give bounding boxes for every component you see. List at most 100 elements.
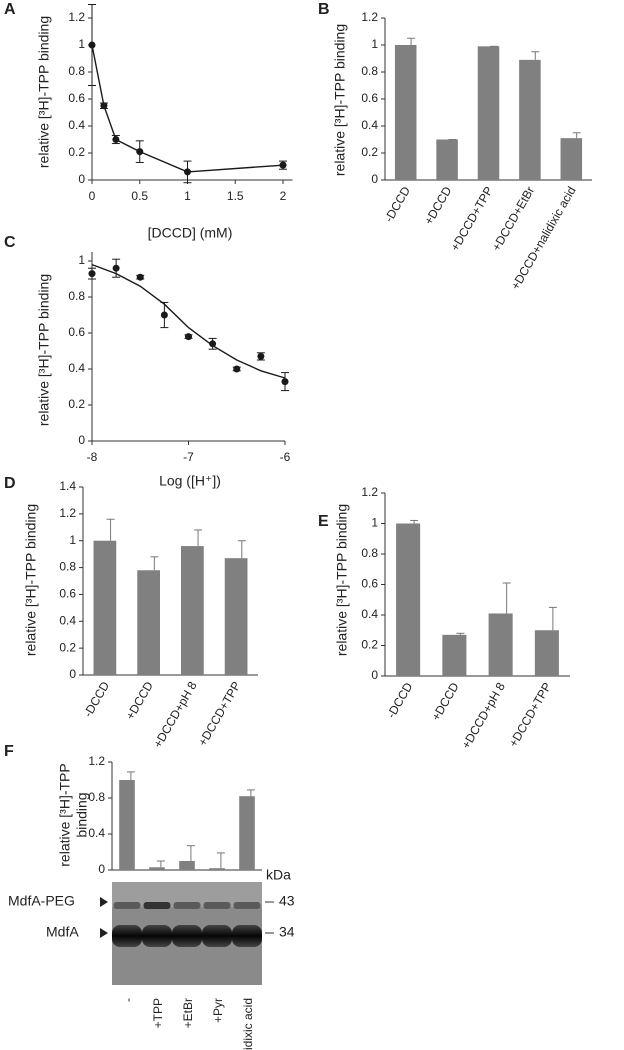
x-tick-label: +DCCD+pH 8 xyxy=(151,679,200,750)
y-tick-label: 1.4 xyxy=(59,479,76,493)
y-axis-label: relative [³H]-TPP xyxy=(57,763,73,866)
bar xyxy=(224,558,248,675)
y-tick-label: 1 xyxy=(69,533,76,547)
x-tick-label: +DCCD+TPP xyxy=(448,184,496,253)
x-axis-label: [DCCD] (mM) xyxy=(148,225,233,241)
size-unit: kDa xyxy=(266,867,291,883)
error-bar xyxy=(216,852,225,869)
y-tick-label: 0.2 xyxy=(361,638,378,652)
error-bar xyxy=(106,518,115,541)
y-tick-label: 0 xyxy=(78,433,85,447)
band-arrow xyxy=(100,897,108,907)
error-bar xyxy=(410,519,419,524)
bar xyxy=(442,634,467,676)
error-bar xyxy=(156,860,165,868)
y-tick-label: 0.6 xyxy=(68,325,85,339)
error-bar xyxy=(246,789,255,797)
x-tick-label: +Pyr xyxy=(211,998,225,1023)
data-point xyxy=(112,264,120,272)
panel-letter: A xyxy=(4,1,16,18)
data-point xyxy=(136,148,144,156)
x-tick-label: - xyxy=(121,998,135,1002)
bar xyxy=(179,861,195,870)
bar xyxy=(149,867,165,870)
data-point xyxy=(88,41,96,49)
y-tick-label: 0.6 xyxy=(59,587,76,601)
bar xyxy=(209,868,225,870)
x-tick-label: +DCCD+TPP xyxy=(506,680,554,749)
error-bar xyxy=(150,556,159,571)
y-axis-label: relative [³H]-TPP binding xyxy=(36,274,52,426)
x-tick-label: 1.5 xyxy=(227,189,244,203)
bar xyxy=(137,570,160,675)
data-point xyxy=(281,378,289,386)
x-tick-label: +DCCD xyxy=(429,680,462,723)
bar xyxy=(534,630,559,676)
error-bar xyxy=(548,606,557,631)
y-tick-label: 1 xyxy=(371,516,378,530)
y-tick-label: 0.6 xyxy=(361,91,378,105)
data-point xyxy=(100,102,108,110)
y-tick-label: 0 xyxy=(371,172,378,186)
error-bar xyxy=(531,51,540,60)
x-tick-label: 0 xyxy=(89,189,96,203)
bar xyxy=(560,138,583,180)
y-tick-label: 1.2 xyxy=(59,506,76,520)
error-bar xyxy=(502,582,511,614)
x-axis-label: Log ([H⁺]) xyxy=(159,473,221,489)
data-point xyxy=(233,365,241,373)
y-axis-label: relative [³H]-TPP binding xyxy=(332,24,348,176)
x-tick-label: -DCCD xyxy=(382,184,414,225)
y-tick-label: 1.2 xyxy=(361,485,378,499)
bar xyxy=(519,59,541,180)
x-tick-label: -DCCD xyxy=(81,679,113,720)
data-point xyxy=(136,273,144,281)
y-tick-label: 0.4 xyxy=(68,118,85,132)
panel-letter: F xyxy=(4,743,14,760)
x-tick-label: 0.5 xyxy=(131,189,148,203)
y-tick-label: 0 xyxy=(371,668,378,682)
blot-band xyxy=(172,925,202,947)
y-tick-label: 0.2 xyxy=(68,145,85,159)
y-tick-label: 0.6 xyxy=(361,577,378,591)
y-tick-label: 0.8 xyxy=(68,64,85,78)
x-tick-label: -7 xyxy=(183,450,194,464)
x-tick-label: 2 xyxy=(280,189,287,203)
bar xyxy=(239,796,255,870)
y-tick-label: 0.8 xyxy=(361,546,378,560)
y-tick-label: 0.8 xyxy=(88,790,105,804)
data-point xyxy=(88,270,96,278)
blot-band-faint xyxy=(143,902,171,909)
data-point xyxy=(184,168,191,176)
band-arrow xyxy=(100,928,108,938)
x-tick-label: +DCCD xyxy=(421,184,454,227)
y-tick-label: 1.2 xyxy=(68,10,85,24)
panel-letter: D xyxy=(4,475,16,492)
error-bar xyxy=(237,540,246,559)
blot-band-faint xyxy=(173,902,201,909)
band-label: MdfA xyxy=(46,924,79,940)
error-bar xyxy=(572,132,581,139)
bar xyxy=(477,46,500,180)
y-tick-label: 0.4 xyxy=(361,607,378,621)
blot-band xyxy=(232,925,262,947)
error-bar xyxy=(194,529,203,547)
y-tick-label: 0 xyxy=(78,172,85,186)
y-tick-label: 0.4 xyxy=(88,826,105,840)
data-line xyxy=(91,44,284,173)
y-axis-label: relative [³H]-TPP binding xyxy=(334,504,350,656)
y-tick-label: 1 xyxy=(371,37,378,51)
blot-band-faint xyxy=(113,902,141,909)
blot-band-faint xyxy=(203,902,231,909)
data-point xyxy=(112,136,120,143)
data-point xyxy=(257,352,265,360)
y-tick-label: 0.2 xyxy=(59,640,76,654)
data-point xyxy=(160,311,168,319)
y-tick-label: 0.8 xyxy=(361,64,378,78)
bar xyxy=(93,540,117,675)
data-point xyxy=(279,161,287,169)
bar xyxy=(436,139,458,180)
x-tick-label: +DCCD+EtBr xyxy=(489,184,537,253)
y-tick-label: 0.8 xyxy=(68,289,85,303)
